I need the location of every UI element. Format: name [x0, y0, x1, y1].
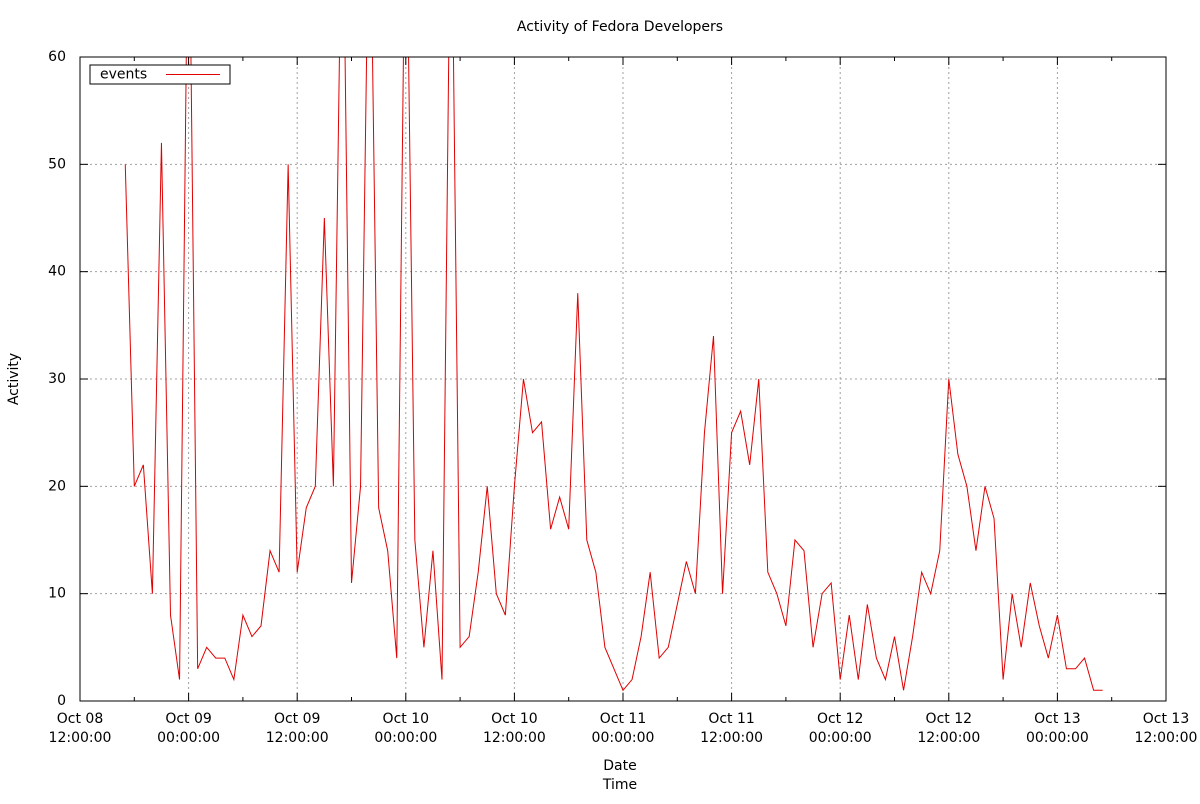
x-tick-label: Oct 08 — [57, 711, 103, 727]
y-tick-label: 0 — [57, 693, 66, 709]
x-tick-label: Oct 12 — [817, 711, 863, 727]
x-tick-label: 12:00:00 — [700, 730, 763, 746]
series-line — [124, 57, 1103, 692]
x-tick-label: Oct 11 — [708, 711, 754, 727]
x-tick-label: Oct 13 — [1034, 711, 1080, 727]
chart-title: Activity of Fedora Developers — [517, 19, 723, 35]
x-tick-label: 12:00:00 — [483, 730, 546, 746]
x-tick-label: 00:00:00 — [592, 730, 655, 746]
y-tick-label: 50 — [48, 156, 66, 172]
plot-area — [124, 57, 1103, 692]
x-tick-label: 00:00:00 — [1026, 730, 1089, 746]
y-axis-label: Activity — [6, 353, 22, 405]
x-tick-label: 12:00:00 — [917, 730, 980, 746]
x-tick-label: 12:00:00 — [49, 730, 112, 746]
legend-box — [89, 64, 231, 85]
y-tick-label: 60 — [48, 49, 66, 65]
x-tick-label: Oct 09 — [165, 711, 211, 727]
x-tick-label: 00:00:00 — [809, 730, 872, 746]
y-tick-label: 30 — [48, 371, 66, 387]
x-tick-label: Oct 13 — [1143, 711, 1189, 727]
x-axis-label: Time — [602, 777, 637, 793]
x-tick-label: Oct 10 — [383, 711, 429, 727]
y-tick-label: 10 — [48, 586, 66, 602]
x-tick-label: 12:00:00 — [266, 730, 329, 746]
plot-frame — [79, 56, 1167, 702]
x-tick-label: Oct 11 — [600, 711, 646, 727]
x-tick-label: 00:00:00 — [374, 730, 437, 746]
y-tick-label: 40 — [48, 264, 66, 280]
y-tick-label: 20 — [48, 478, 66, 494]
x-tick-label: Oct 09 — [274, 711, 320, 727]
x-axis-label: Date — [603, 758, 636, 774]
x-tick-label: Oct 12 — [926, 711, 972, 727]
x-tick-label: 12:00:00 — [1135, 730, 1198, 746]
x-tick-label: 00:00:00 — [157, 730, 220, 746]
legend-label: events — [100, 67, 147, 83]
x-tick-label: Oct 10 — [491, 711, 537, 727]
